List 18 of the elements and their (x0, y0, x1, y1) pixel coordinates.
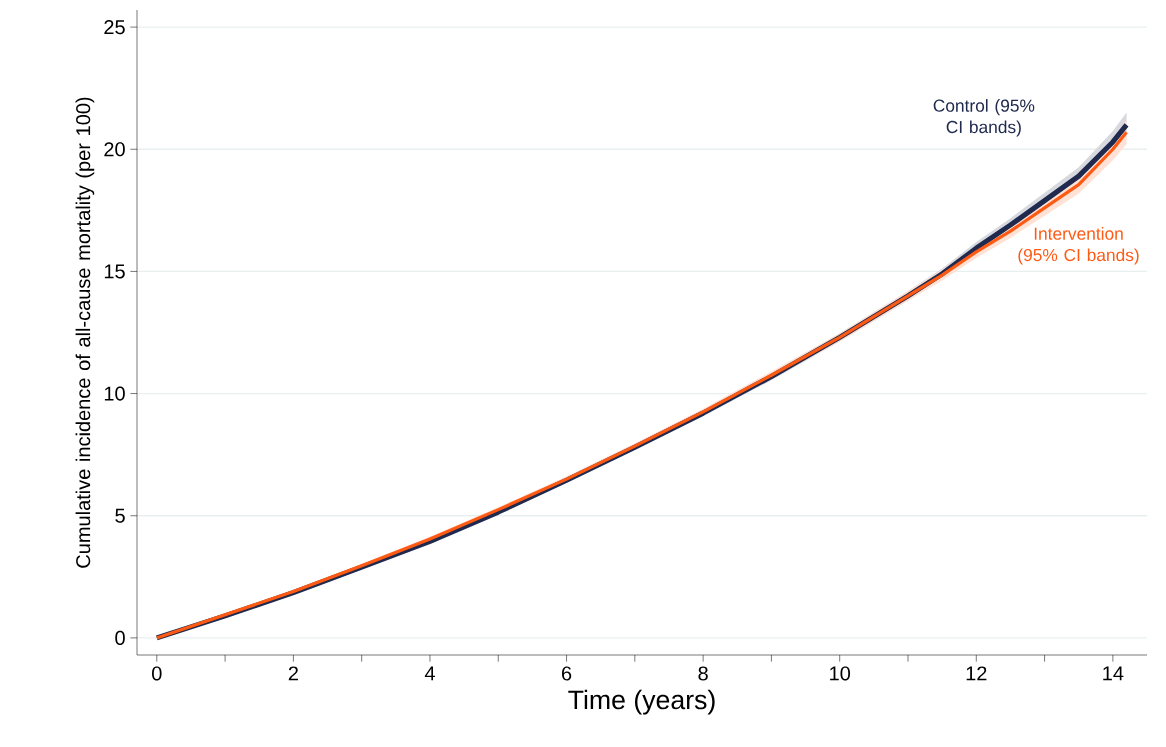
y-tick-label: 20 (104, 142, 125, 157)
x-tick-label: 0 (152, 666, 162, 681)
x-tick-label: 4 (424, 666, 435, 681)
y-tick-label: 15 (104, 264, 125, 279)
y-tick-label: 5 (115, 508, 125, 523)
y-tick-label: 10 (104, 386, 125, 401)
y-tick-label: 25 (104, 20, 125, 35)
series-label: Intervention (95% CI bands) (1018, 227, 1139, 265)
x-tick-label: 2 (288, 666, 298, 681)
y-axis-title: Cumulative incidence of all-cause mortality (per 100) (75, 97, 95, 568)
y-tick-label: 0 (115, 630, 125, 645)
x-tick-label: 8 (698, 666, 708, 681)
x-tick-label: 12 (966, 666, 987, 681)
x-tick-label: 6 (562, 666, 572, 681)
x-tick-label: 14 (1103, 666, 1124, 681)
text: Control (95% CI bands) (933, 99, 1035, 137)
x-axis-title: Time (years) (568, 689, 715, 715)
x-tick-label: 10 (830, 666, 851, 681)
